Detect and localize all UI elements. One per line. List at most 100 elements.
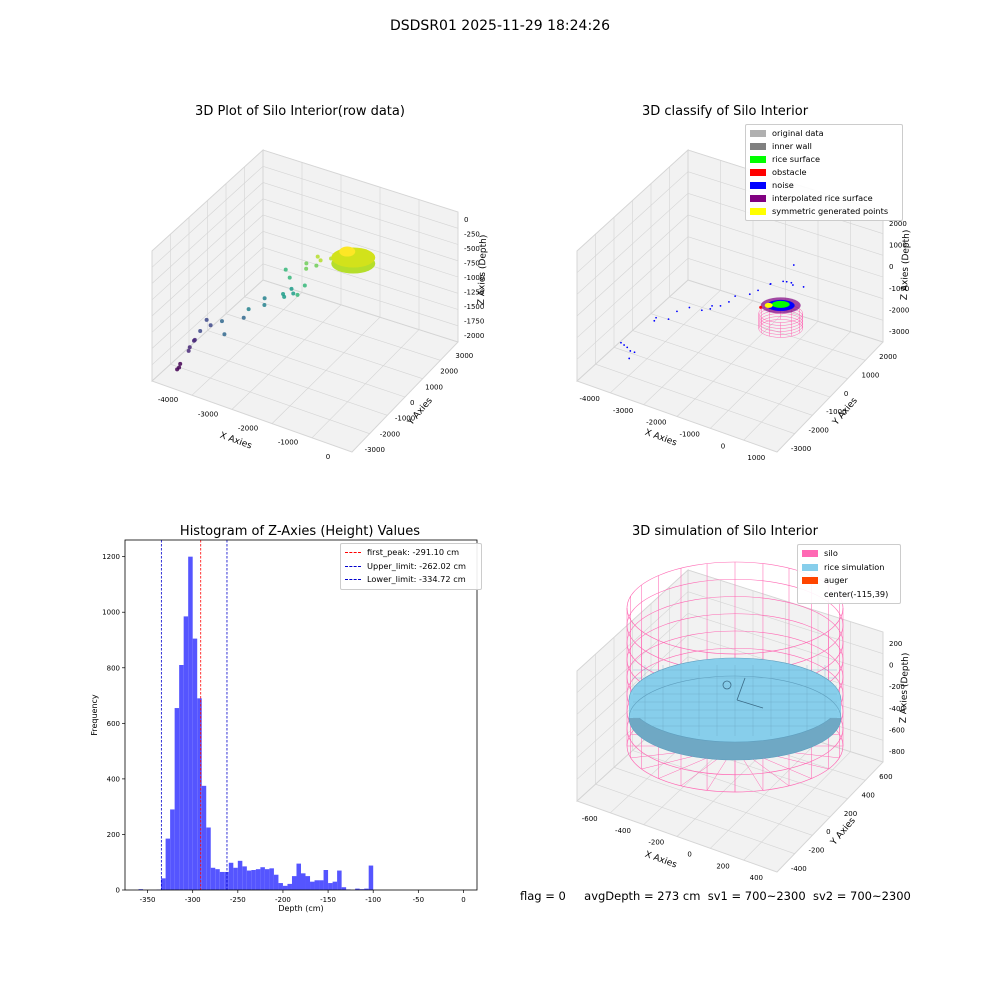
scatter-point: [283, 267, 288, 272]
legend-entry: original data: [750, 127, 898, 140]
legend-line-swatch: [345, 552, 361, 553]
noise-point: [790, 281, 793, 284]
scatter-point: [178, 361, 183, 366]
p1-z-tick-label: -500: [464, 245, 480, 253]
p2-y-tick-label: 2000: [879, 353, 897, 361]
p1-x-tick-label: -3000: [198, 410, 218, 418]
legend-swatch: [750, 208, 766, 215]
histogram-bar: [210, 867, 216, 890]
noise-point: [620, 341, 622, 344]
histogram-bar: [287, 883, 292, 890]
scatter-point: [289, 286, 294, 291]
p1-y-tick-label: -1000: [395, 415, 415, 423]
p4-grid-z: [576, 569, 884, 672]
p1-x-tick-label: -1000: [278, 439, 298, 447]
p1-grid-y: [188, 347, 388, 416]
scatter-point: [219, 319, 224, 324]
y-tick-label: 0: [116, 887, 120, 895]
histogram-bar: [138, 889, 144, 890]
y-tick-label: 1200: [102, 553, 120, 561]
x-tick-label: -350: [140, 896, 156, 904]
p1-grid-z: [151, 165, 459, 268]
scatter-point: [192, 337, 197, 342]
histogram-bar: [224, 871, 229, 890]
panel4-z-ticks: -800 -600 -400 -200 0 200: [889, 640, 905, 756]
legend-label: first_peak: -291.10 cm: [367, 547, 460, 557]
panel4-ylabel: Y Axies: [829, 816, 858, 848]
noise-point: [655, 316, 657, 319]
legend-label: Upper_limit: -262.02 cm: [367, 560, 466, 571]
noise-point: [792, 284, 794, 286]
p1-grid-z: [151, 182, 459, 284]
p1-x-tick-label: 0: [326, 453, 330, 461]
legend-entry: Upper_limit: -262.02 cm: [345, 560, 477, 574]
legend-swatch: [802, 591, 818, 598]
histogram-bar: [215, 869, 220, 890]
p1-grid-z: [151, 149, 459, 252]
histogram-bar: [242, 866, 247, 890]
legend-label: rice surface: [772, 154, 821, 164]
histogram-bar: [269, 868, 274, 890]
x-tick-label: -250: [230, 896, 246, 904]
p4-x-tick-label: 0: [687, 850, 691, 858]
noise-point: [633, 351, 636, 354]
histogram-bar: [201, 785, 207, 890]
legend-label: noise: [772, 180, 794, 190]
histogram-bar: [264, 869, 270, 890]
legend-entry: silo: [802, 547, 896, 561]
scatter-point: [304, 261, 309, 266]
panel3-ylabel: Frequency: [90, 694, 99, 736]
y-tick-label: 1000: [102, 609, 120, 617]
legend-entry: inner wall: [750, 140, 898, 153]
p1-z-tick-label: -1500: [464, 303, 484, 311]
histogram-bar: [341, 887, 347, 890]
histogram-bar: [179, 665, 184, 890]
histogram-bar: [183, 616, 189, 890]
p4-x-tick-label: 200: [716, 862, 729, 870]
noise-point: [785, 280, 788, 283]
noise-point: [802, 286, 805, 288]
scatter-point: [314, 263, 319, 268]
p1-x-tick-label: -4000: [158, 396, 178, 404]
noise-point: [623, 344, 625, 346]
noise-point: [700, 309, 703, 312]
legend-entry: obstacle: [750, 166, 898, 179]
legend-entry: rice surface: [750, 153, 898, 166]
legend-label: silo: [824, 548, 838, 558]
panel1-z-ticks: -2000 -1750 -1500 -1250 -1000 -750 -500 -250 0: [464, 216, 484, 340]
p2-z-tick-label: -3000: [889, 328, 909, 336]
p1-grid-y: [225, 313, 423, 379]
legend-swatch: [802, 550, 818, 557]
panel3-legend: first_peak: -291.10 cm Upper_limit: -262.…: [340, 543, 482, 590]
scatter-point: [187, 345, 192, 350]
p1-grid-z: [151, 247, 459, 349]
p1-grid-z: [151, 263, 459, 366]
histogram-bar: [170, 809, 175, 890]
p2-x-tick-label: -3000: [613, 407, 633, 415]
panel4-xlabel: X Axies: [643, 850, 678, 871]
p4-y-tick-label: -400: [791, 865, 807, 873]
p4-grid-z: [576, 591, 884, 693]
panel1-x-ticks: -4000 -3000 -2000 -1000 0: [158, 396, 330, 461]
p4-z-tick-label: 200: [889, 640, 902, 648]
p1-y-tick-label: -3000: [365, 446, 385, 454]
histogram-bar: [319, 880, 324, 890]
sv1-value: sv1 = 700~2300: [707, 889, 806, 903]
legend-label: rice simulation: [824, 561, 885, 572]
legend-entry: Lower_limit: -334.72 cm: [345, 573, 477, 587]
histogram-bar: [278, 883, 283, 890]
p2-grid-z: [576, 279, 884, 382]
p2-z-tick-label: 1000: [889, 242, 907, 250]
histogram-bar: [301, 873, 306, 890]
histogram-bar: [192, 638, 198, 890]
legend-swatch: [802, 563, 818, 571]
scatter-point: [318, 258, 323, 263]
legend-entry: center(-115,39): [802, 588, 896, 602]
legend-entry: interpolated rice surface: [750, 192, 898, 205]
noise-point: [709, 308, 712, 310]
panel3-x-ticks: -350 -300 -250 -200 -150 -100 -50 0: [140, 890, 466, 904]
panel1-y-ticks: -3000 -2000 -1000 0 1000 2000 3000: [365, 352, 474, 454]
panel4-legend: silo rice simulation auger center(-115,39): [797, 544, 901, 604]
panel1-points: [175, 246, 376, 372]
p1-z-tick-label: -1750: [464, 317, 484, 325]
